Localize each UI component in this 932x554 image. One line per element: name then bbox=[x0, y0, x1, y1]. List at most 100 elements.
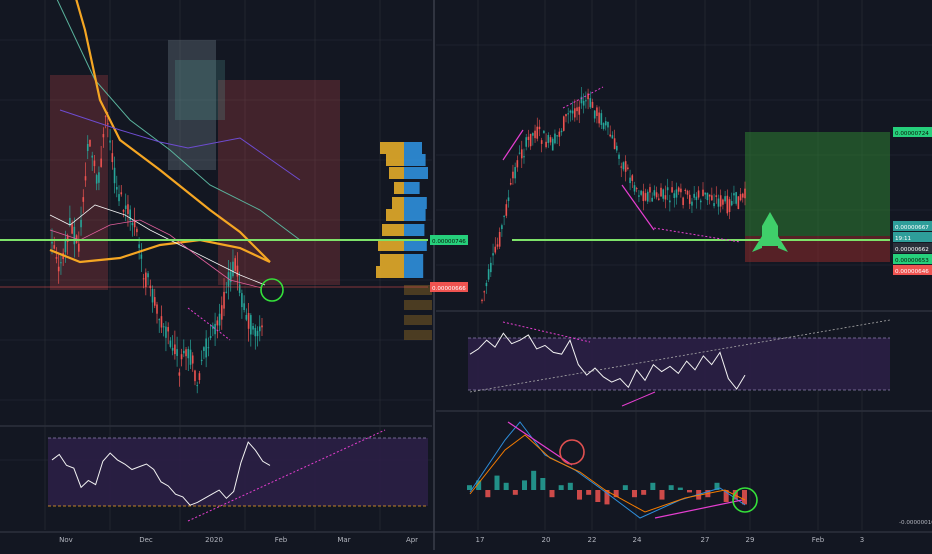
right-candle-body bbox=[523, 156, 525, 158]
left-candle-body bbox=[102, 134, 105, 138]
right-candle-body bbox=[699, 200, 702, 203]
right-candle-body bbox=[682, 197, 684, 205]
volume-profile-bar-sell bbox=[394, 182, 404, 194]
right-price-label-last-bg bbox=[893, 221, 932, 231]
right-candle-body bbox=[724, 196, 726, 202]
left-time-label: Dec bbox=[139, 536, 153, 544]
left-candle-body bbox=[109, 140, 111, 143]
ema-pink bbox=[49, 219, 263, 289]
left-candle-body bbox=[78, 243, 80, 252]
right-candle-body bbox=[711, 195, 713, 201]
right-candle-body bbox=[604, 121, 607, 126]
right-time-label: 3 bbox=[860, 536, 864, 544]
left-candle-body bbox=[95, 175, 98, 184]
left-candle-body bbox=[241, 293, 243, 308]
right-candle-body bbox=[602, 123, 605, 129]
right-candle-body bbox=[505, 204, 508, 216]
right-candle-body bbox=[514, 167, 516, 179]
volume-profile-bar-buy bbox=[404, 167, 428, 179]
right-candle-body bbox=[713, 203, 715, 207]
right-price-label-stop-bg bbox=[893, 265, 932, 275]
macd-divergence-bottom bbox=[654, 499, 743, 519]
left-candle-body bbox=[145, 272, 147, 288]
right-candle-body bbox=[673, 193, 676, 198]
right-candle-body bbox=[525, 137, 528, 147]
right-candle-body bbox=[631, 175, 634, 181]
right-price-label-target-bg bbox=[893, 127, 932, 137]
right-candle-body bbox=[540, 140, 543, 144]
left-price-label-red: 0.00000666 bbox=[430, 282, 468, 292]
macd-histogram-bar bbox=[659, 490, 665, 500]
right-rsi-line bbox=[469, 332, 746, 390]
left-candle-body bbox=[133, 219, 136, 228]
macd-histogram-bar bbox=[622, 485, 628, 490]
right-candle-body bbox=[675, 189, 678, 198]
volume-profile-bar-sell bbox=[378, 239, 404, 251]
macd-histogram-bar bbox=[742, 490, 747, 505]
right-candle-body bbox=[556, 135, 558, 137]
left-candle-body bbox=[138, 244, 140, 248]
left-candle-body bbox=[151, 288, 154, 303]
left-candle-body bbox=[200, 359, 203, 362]
left-candle-body bbox=[111, 153, 114, 163]
rocket-fins bbox=[752, 236, 788, 252]
right-candle-body bbox=[512, 171, 514, 179]
left-candle-body bbox=[131, 222, 134, 226]
left-price-label-red-text: 0.00000666 bbox=[432, 286, 466, 292]
left-candle-body bbox=[113, 167, 116, 184]
right-candle-body bbox=[587, 93, 589, 100]
volume-profile-bar-sell bbox=[389, 167, 404, 179]
right-candle-body bbox=[545, 141, 547, 148]
left-candle-body bbox=[115, 186, 118, 190]
ma-50-orange bbox=[49, 238, 271, 264]
right-candle-body bbox=[518, 152, 521, 154]
left-candle-body bbox=[69, 217, 71, 225]
macd-histogram-bar bbox=[485, 490, 491, 498]
left-candle-body bbox=[169, 340, 172, 347]
right-candle-body bbox=[596, 107, 598, 116]
left-time-label: Mar bbox=[337, 536, 350, 544]
right-candle-body bbox=[609, 134, 611, 137]
right-candle-body bbox=[527, 136, 530, 140]
right-candle-body bbox=[578, 106, 581, 115]
left-chart[interactable] bbox=[0, 0, 432, 522]
left-candle-body bbox=[124, 205, 127, 209]
macd-histogram-bar bbox=[687, 490, 692, 493]
right-price-label-mid-bg bbox=[893, 254, 932, 264]
right-candle-body bbox=[529, 133, 532, 147]
right-candle-body bbox=[536, 126, 539, 139]
volume-profile-low bbox=[404, 285, 432, 295]
macd-histogram-bar bbox=[595, 490, 601, 502]
right-candle-body bbox=[509, 182, 512, 185]
macd-histogram-bar bbox=[512, 490, 518, 495]
left-candle-body bbox=[118, 194, 120, 202]
left-candle-body bbox=[183, 350, 185, 354]
right-chart[interactable] bbox=[467, 86, 891, 519]
right-candle-body bbox=[558, 131, 561, 137]
left-rsi-trendline bbox=[187, 429, 386, 522]
right-candle-body bbox=[624, 161, 627, 172]
left-candle-body bbox=[53, 245, 56, 249]
right-candle-body bbox=[565, 114, 567, 117]
left-candle-body bbox=[198, 373, 201, 380]
left-candle-body bbox=[165, 326, 167, 338]
right-candle-body bbox=[538, 126, 541, 130]
right-candle-body bbox=[618, 154, 620, 159]
left-candle-body bbox=[51, 241, 53, 244]
left-candle-body bbox=[140, 254, 143, 259]
macd-histogram-bar bbox=[677, 487, 683, 490]
left-candle-body bbox=[64, 238, 67, 253]
rocket-body bbox=[762, 212, 778, 246]
left-candle-body bbox=[216, 320, 219, 326]
left-candle-body bbox=[91, 155, 94, 158]
left-candle-body bbox=[84, 176, 87, 181]
left-candle-body bbox=[232, 261, 234, 277]
volume-profile-low bbox=[404, 315, 432, 325]
macd-histogram-bar bbox=[540, 478, 546, 490]
right-candle-body bbox=[669, 200, 671, 203]
right-price-label-entry-bg bbox=[893, 243, 932, 253]
left-candle-body bbox=[89, 139, 91, 147]
left-candle-body bbox=[187, 348, 190, 359]
left-candle-body bbox=[55, 257, 58, 259]
